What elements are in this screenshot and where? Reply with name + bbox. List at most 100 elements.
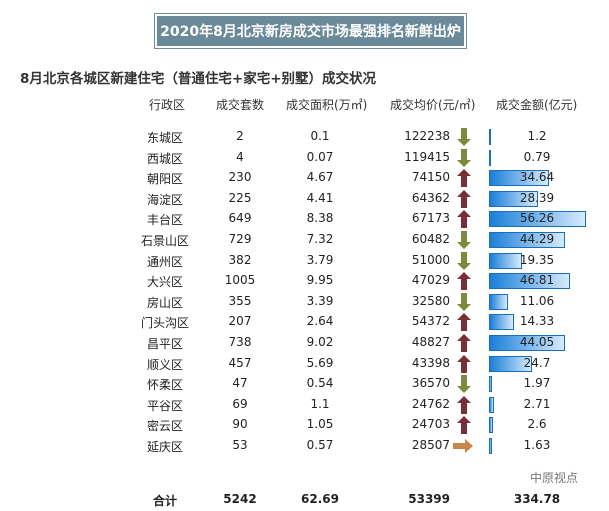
amount: 0.79 [523,149,551,164]
amount: 2.6 [527,417,547,432]
table-row: 朝阳区 230 4.67 74150 34.64 [0,168,609,188]
trend-up-arrow-icon [456,271,472,291]
trend-down-arrow-icon [456,230,472,250]
amount: 46.81 [519,273,555,288]
units: 207 [228,314,252,329]
table-row: 通州区 382 3.79 51000 19.35 [0,251,609,271]
district: 西城区 [146,151,183,166]
area: 0.07 [306,149,334,164]
page-title: 2020年8月北京新房成交市场最强排名新鲜出炉 [157,16,464,46]
trend-flat-arrow-icon [452,436,473,456]
trend-up-arrow-icon [456,333,472,353]
area: 9.02 [306,335,334,349]
district: 东城区 [146,131,183,145]
amount: 1.2 [527,129,547,143]
amount-data-bar [489,335,565,351]
avg-price: 119415 [404,149,450,164]
amount-data-bar [489,129,492,145]
units: 47 [232,376,248,391]
amount-data-bar [489,170,549,187]
district: 石景山区 [140,234,189,248]
units: 457 [228,355,252,370]
district: 密云区 [146,419,183,434]
total-row: 合计 5242 62.69 53399 334.78 [0,490,609,510]
table-subtitle: 8月北京各城区新建住宅（普通住宅+家宅+别墅）成交状况 [20,71,377,87]
avg-price: 43398 [411,355,450,370]
area: 0.54 [306,376,334,391]
area: 1.1 [310,396,330,411]
trend-down-arrow-icon [456,374,472,394]
units: 382 [228,252,252,267]
trend-up-arrow-icon [456,312,472,332]
area: 3.79 [306,252,334,267]
total-area: 62.69 [301,492,339,506]
amount-data-bar [489,293,509,310]
units: 2 [236,129,244,143]
amount: 11.06 [519,293,555,308]
amount-data-bar [489,211,586,228]
header-amount: 成交金额(亿元) [496,98,578,112]
amount-data-bar [489,190,538,207]
district: 昌平区 [146,337,183,351]
area: 7.32 [306,232,334,246]
table-row: 平谷区 69 1.1 24762 2.71 [0,395,609,415]
watermark: 中原视点 [530,471,579,485]
amount: 28.39 [519,190,555,205]
amount-data-bar [489,232,566,248]
units: 4 [236,149,244,164]
trend-down-arrow-icon [456,148,472,168]
trend-up-arrow-icon [456,354,472,374]
table-row: 石景山区 729 7.32 60482 44.29 [0,230,609,250]
units: 225 [228,190,252,205]
units: 230 [228,170,252,185]
amount: 2.71 [523,396,551,411]
amount: 56.26 [519,211,555,226]
trend-down-arrow-icon [456,251,472,271]
table-row: 房山区 355 3.39 32580 11.06 [0,292,609,312]
avg-price: 32580 [411,293,450,308]
table-row: 大兴区 1005 9.95 47029 46.81 [0,271,609,291]
total-amount: 334.78 [513,492,561,506]
area: 9.95 [306,273,334,288]
total-units: 5242 [223,492,257,506]
district: 朝阳区 [146,172,183,187]
table-row: 东城区 2 0.1 122238 1.2 [0,127,609,147]
table-row: 顺义区 457 5.69 43398 24.7 [0,354,609,374]
district: 怀柔区 [146,378,183,393]
total-label: 合计 [152,494,177,508]
area: 4.41 [306,190,334,205]
area: 3.39 [306,293,334,308]
trend-up-arrow-icon [456,209,472,229]
units: 729 [228,232,252,246]
avg-price: 48827 [411,335,450,349]
units: 69 [232,396,248,411]
amount-data-bar [489,252,523,269]
table-row: 怀柔区 47 0.54 36570 1.97 [0,374,609,394]
district: 平谷区 [146,398,183,413]
district: 延庆区 [146,440,183,454]
district: 海淀区 [146,192,183,207]
trend-down-arrow-icon [456,292,472,312]
avg-price: 54372 [411,314,450,329]
avg-price: 60482 [411,232,450,246]
amount: 44.29 [519,232,555,246]
area: 2.64 [306,314,334,329]
amount-data-bar [489,314,514,331]
avg-price: 47029 [411,273,450,288]
header-units: 成交套数 [216,98,265,112]
district: 房山区 [146,295,183,310]
area: 4.67 [306,170,334,185]
trend-up-arrow-icon [456,395,472,415]
avg-price: 24762 [411,396,450,411]
area: 1.05 [306,417,334,432]
header-district: 行政区 [149,98,186,112]
table-row: 昌平区 738 9.02 48827 44.05 [0,333,609,353]
avg-price: 74150 [411,170,450,185]
avg-price: 64362 [411,190,450,205]
amount-data-bar [489,438,492,454]
table-row: 丰台区 649 8.38 67173 56.26 [0,209,609,229]
header-area: 成交面积(万㎡) [286,98,368,112]
trend-up-arrow-icon [456,168,472,188]
units: 53 [232,438,248,452]
units: 1005 [224,273,256,288]
